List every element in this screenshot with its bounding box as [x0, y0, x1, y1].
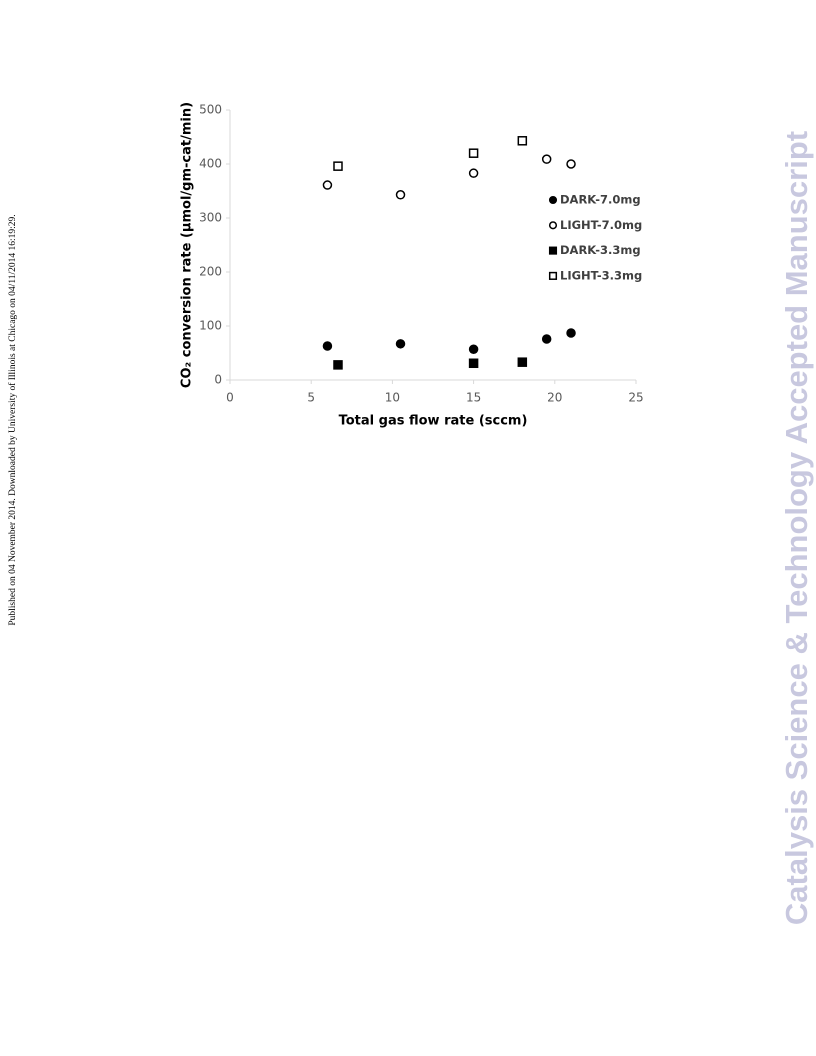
point: [322, 180, 333, 190]
y-tick-label: 200: [199, 265, 222, 279]
y-tick-label: 400: [199, 157, 222, 171]
point: [468, 344, 479, 354]
y-axis-title: CO₂ conversion rate (µmol/gm-cat/min): [180, 102, 195, 388]
y-tick-label: 0: [214, 373, 222, 387]
y-tick-label: 500: [199, 103, 222, 117]
point: [566, 328, 576, 338]
legend-marker: [548, 221, 558, 230]
side-note: Published on 04 November 2014. Downloade…: [7, 214, 18, 625]
legend-label: LIGHT-3.3mg: [560, 268, 642, 282]
x-tick-label: 25: [628, 391, 643, 405]
x-axis-title: Total gas flow rate (sccm): [339, 414, 528, 429]
x-tick-label: 5: [307, 391, 315, 405]
x-tick-label: 20: [547, 391, 562, 405]
point: [333, 360, 343, 370]
point: [541, 334, 552, 344]
legend-marker: [548, 195, 558, 205]
point: [333, 161, 343, 171]
point: [468, 148, 479, 158]
y-tick-label: 300: [199, 211, 222, 225]
watermark: Catalysis Science & Technology Accepted …: [779, 131, 814, 925]
y-tick-label: 100: [199, 319, 222, 333]
point: [517, 136, 528, 146]
point: [541, 154, 552, 164]
legend-marker: [548, 246, 558, 255]
legend-label: DARK-7.0mg: [560, 193, 641, 207]
point: [468, 358, 479, 369]
point: [322, 341, 333, 351]
point: [468, 168, 479, 178]
legend-marker: [548, 271, 558, 280]
legend-label: DARK-3.3mg: [560, 243, 641, 257]
x-tick-label: 15: [466, 391, 481, 405]
point: [517, 357, 528, 367]
point: [395, 339, 406, 349]
x-tick-label: 0: [226, 391, 234, 405]
legend-label: LIGHT-7.0mg: [560, 218, 642, 232]
point: [566, 159, 576, 169]
x-tick-label: 10: [385, 391, 400, 405]
point: [395, 190, 406, 200]
